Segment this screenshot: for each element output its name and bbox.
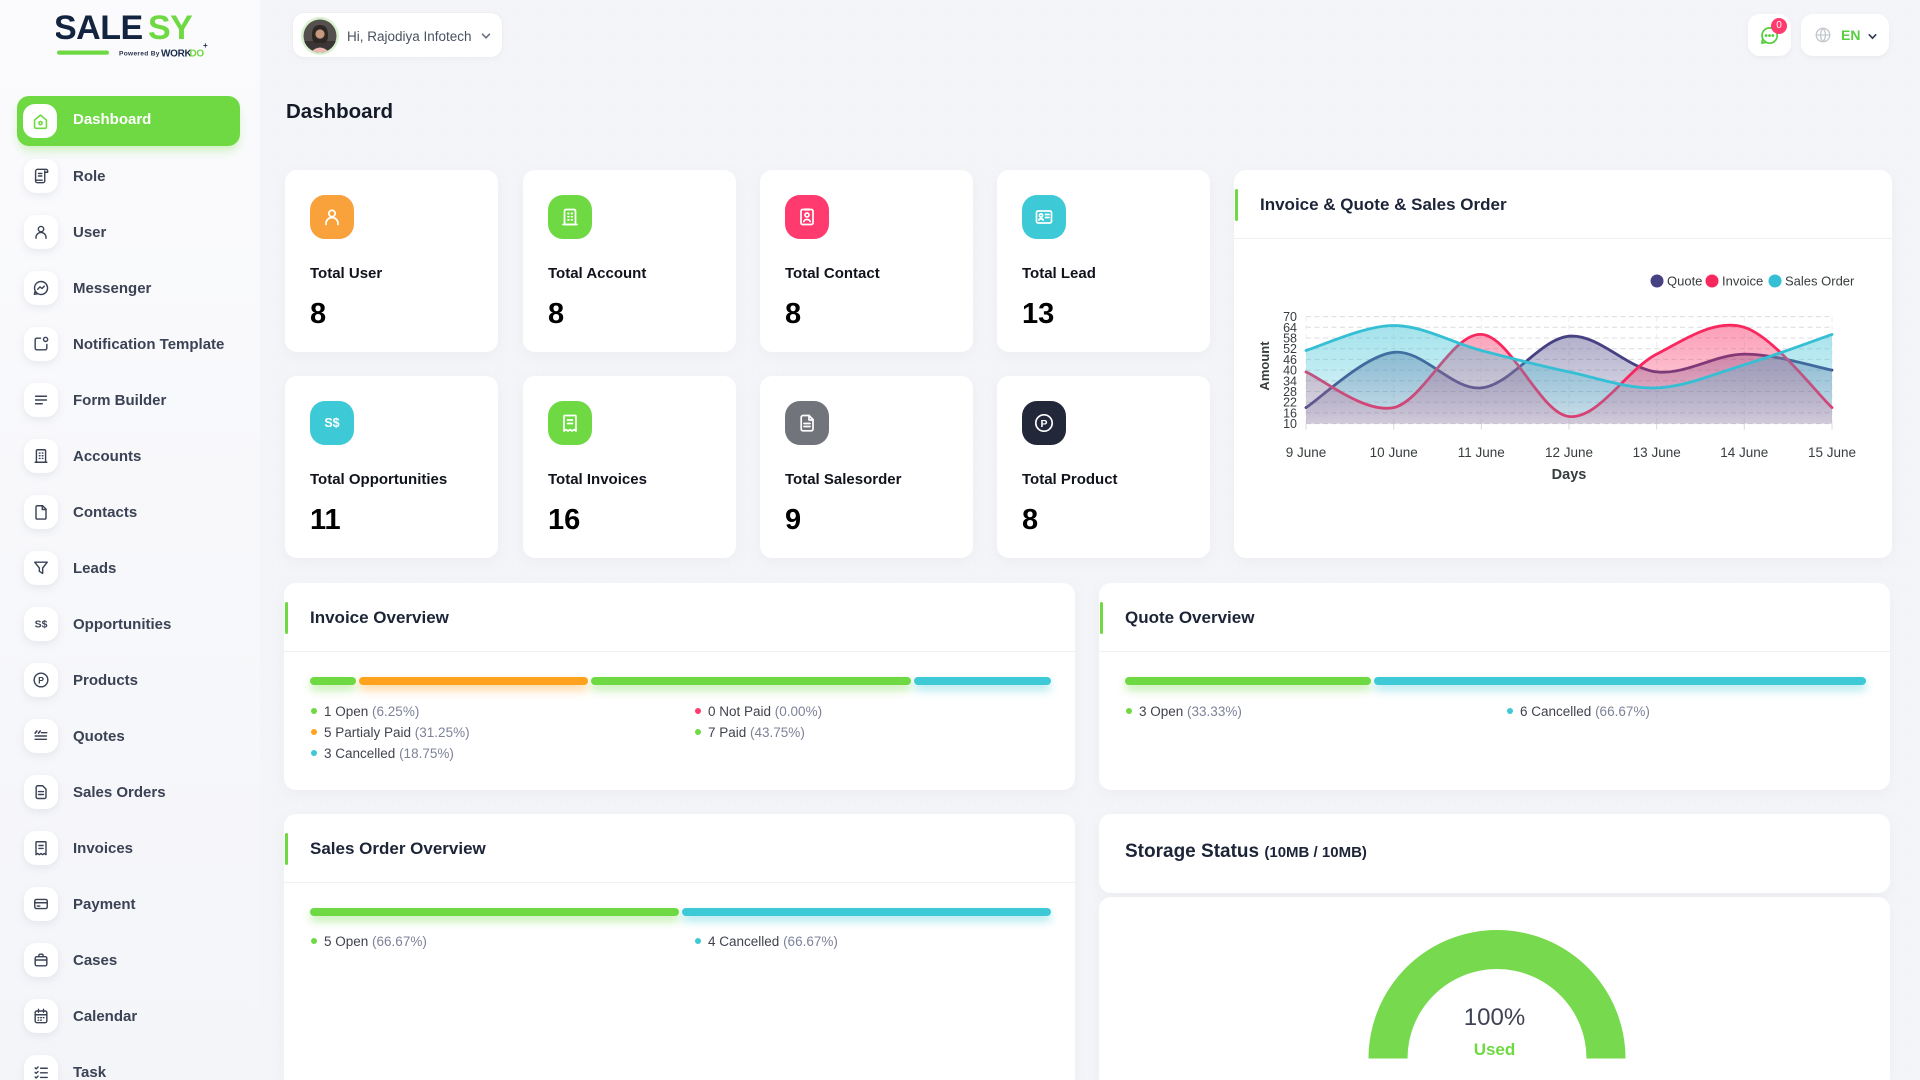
svg-text:S$: S$ bbox=[35, 620, 48, 631]
svg-text:9 June: 9 June bbox=[1286, 445, 1327, 460]
svg-text:Quote: Quote bbox=[1667, 274, 1702, 289]
svg-text:Amount: Amount bbox=[1257, 341, 1272, 391]
svg-text:P: P bbox=[38, 675, 44, 685]
svg-text:40: 40 bbox=[1283, 364, 1297, 378]
svg-text:SALE: SALE bbox=[56, 10, 143, 47]
svg-text:+: + bbox=[203, 41, 208, 50]
svg-text:14 June: 14 June bbox=[1720, 445, 1768, 460]
svg-text:22: 22 bbox=[1283, 396, 1297, 410]
svg-text:16: 16 bbox=[1283, 406, 1297, 420]
svg-text:SY: SY bbox=[148, 10, 193, 47]
svg-text:70: 70 bbox=[1283, 310, 1297, 324]
svg-text:Sales Order: Sales Order bbox=[1785, 274, 1855, 289]
svg-text:34: 34 bbox=[1283, 374, 1297, 388]
svg-text:S$: S$ bbox=[324, 416, 339, 430]
svg-text:28: 28 bbox=[1283, 385, 1297, 399]
svg-text:10: 10 bbox=[1283, 417, 1297, 431]
svg-text:52: 52 bbox=[1283, 342, 1297, 356]
svg-text:15 June: 15 June bbox=[1808, 445, 1856, 460]
svg-text:Invoice: Invoice bbox=[1722, 274, 1763, 289]
svg-text:Powered By: Powered By bbox=[119, 51, 160, 58]
svg-text:P: P bbox=[1040, 418, 1047, 430]
svg-text:58: 58 bbox=[1283, 332, 1297, 346]
svg-text:Days: Days bbox=[1552, 467, 1587, 483]
svg-text:DO: DO bbox=[190, 49, 205, 60]
svg-text:64: 64 bbox=[1283, 321, 1297, 335]
svg-text:10 June: 10 June bbox=[1370, 445, 1418, 460]
svg-text:12 June: 12 June bbox=[1545, 445, 1593, 460]
svg-text:13 June: 13 June bbox=[1633, 445, 1681, 460]
svg-text:46: 46 bbox=[1283, 353, 1297, 367]
svg-text:11 June: 11 June bbox=[1458, 445, 1505, 460]
svg-text:WORK: WORK bbox=[161, 49, 193, 60]
